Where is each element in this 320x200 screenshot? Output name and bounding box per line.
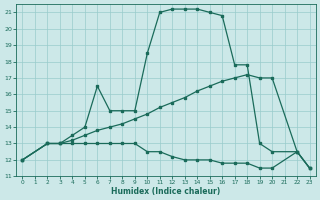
X-axis label: Humidex (Indice chaleur): Humidex (Indice chaleur) <box>111 187 221 196</box>
